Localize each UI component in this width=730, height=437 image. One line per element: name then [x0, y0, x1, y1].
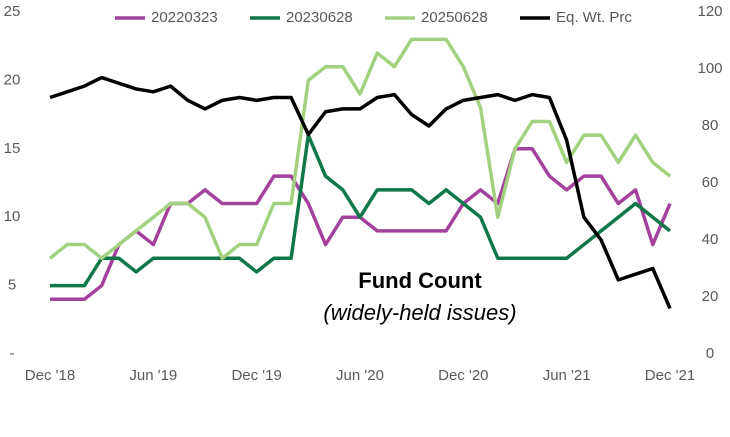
x-tick-label: Dec '18: [25, 367, 75, 384]
y-tick-label: 20: [4, 71, 21, 88]
line-series: [50, 133, 672, 288]
annotation: Fund Count: [358, 268, 482, 293]
y-tick-label: -: [10, 345, 15, 362]
x-tick-label: Jun '20: [336, 367, 384, 384]
y-tick-label: 15: [4, 140, 21, 157]
y2-tick-label: 100: [697, 60, 722, 77]
x-tick-label: Jun '19: [129, 367, 177, 384]
x-tick-label: Dec '20: [438, 367, 488, 384]
line-series: [48, 37, 672, 260]
x-tick-label: Dec '21: [645, 367, 695, 384]
y2-tick-label: 0: [706, 345, 714, 362]
y2-tick-label: 60: [702, 174, 719, 191]
y2-tick-label: 120: [697, 3, 722, 20]
x-tick-label: Jun '21: [543, 367, 591, 384]
legend-label: 20250628: [421, 9, 488, 26]
legend-label: 20220323: [151, 9, 218, 26]
y2-tick-label: 80: [702, 117, 719, 134]
y-tick-label: 5: [8, 277, 16, 294]
y-tick-label: 25: [4, 3, 21, 20]
annotation-sub: (widely-held issues): [323, 300, 516, 325]
legend-label: 20230628: [286, 9, 353, 26]
y2-tick-label: 20: [702, 288, 719, 305]
x-tick-label: Dec '19: [231, 367, 281, 384]
line-series: [49, 75, 672, 310]
legend-label: Eq. Wt. Prc: [556, 9, 632, 26]
y2-tick-label: 40: [702, 231, 719, 248]
y-tick-label: 10: [4, 208, 21, 225]
